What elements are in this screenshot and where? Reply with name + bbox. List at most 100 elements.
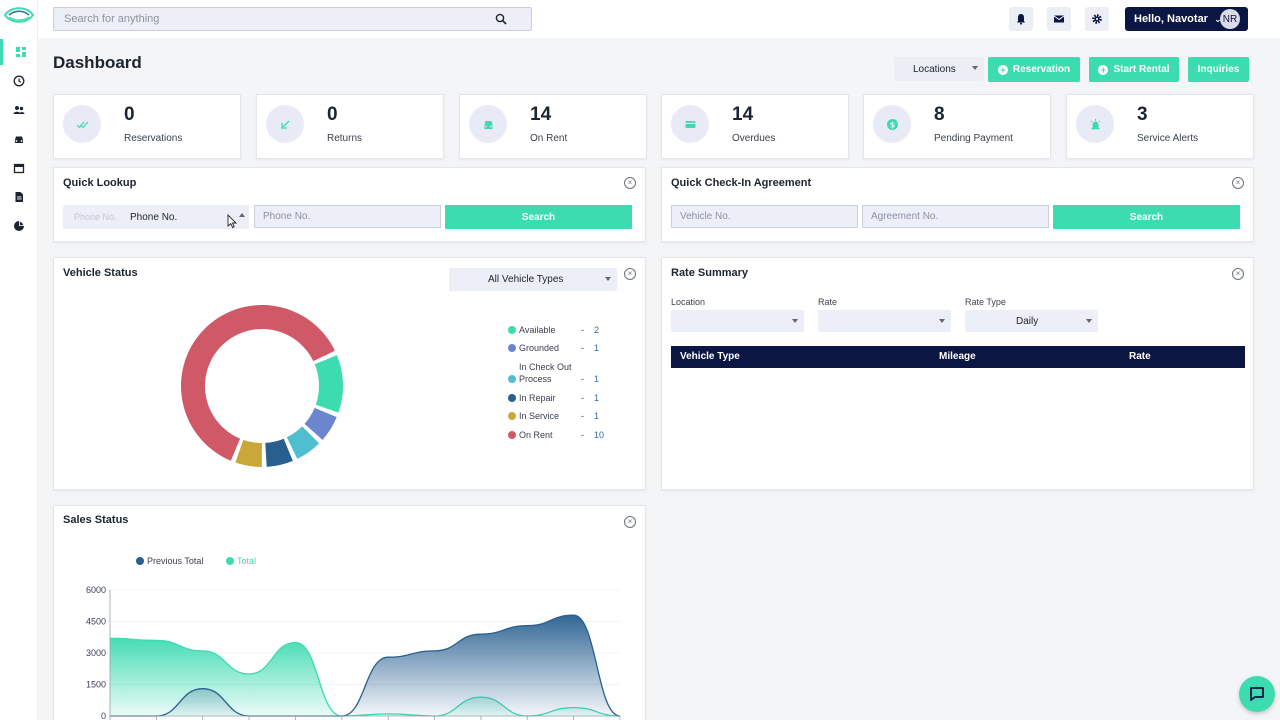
stat-card-returns[interactable]: 0 Returns: [256, 94, 444, 159]
alarm-icon: [1090, 118, 1100, 129]
settings-button[interactable]: [1085, 7, 1109, 31]
caret-up-icon: [239, 213, 245, 217]
stat-icon-circle: [1076, 105, 1114, 143]
rate-type-select[interactable]: Daily: [965, 310, 1098, 332]
caret-down-icon: [605, 277, 611, 281]
legend-dash: -: [581, 430, 584, 440]
chat-button[interactable]: [1239, 676, 1275, 712]
lookup-type-select[interactable]: Phone No. Phone No.: [63, 205, 249, 229]
series-area-total: [110, 638, 620, 716]
legend-dash: -: [581, 393, 584, 403]
quick-lookup-panel: Quick Lookup × Phone No. Phone No. Searc…: [53, 167, 646, 242]
close-icon[interactable]: ×: [624, 516, 636, 528]
search-icon[interactable]: [495, 13, 507, 25]
sidebar-item-vehicles[interactable]: [0, 126, 38, 152]
agreement-number-input[interactable]: [863, 206, 1048, 227]
donut-slice-check-out[interactable]: [286, 426, 320, 459]
stat-card-on-rent[interactable]: 14 On Rent: [459, 94, 647, 159]
lookup-type-ghost: Phone No.: [74, 212, 117, 222]
checkin-search-button[interactable]: Search: [1053, 205, 1240, 229]
sidebar-item-customers[interactable]: [0, 97, 38, 123]
stat-value: 14: [732, 104, 754, 125]
double-check-icon: [76, 121, 88, 128]
brand-logo[interactable]: [3, 4, 35, 26]
donut-slice-in-service[interactable]: [235, 439, 262, 467]
legend-dash: -: [581, 343, 584, 353]
sidebar-item-analytics[interactable]: [0, 213, 38, 239]
reservation-button[interactable]: + Reservation: [988, 57, 1080, 82]
inquiries-button[interactable]: Inquiries: [1188, 57, 1249, 82]
vehicle-number-field: [671, 205, 858, 228]
quick-checkin-panel: Quick Check-In Agreement × Search: [661, 167, 1254, 242]
stat-card-reservations[interactable]: 0 Reservations: [53, 94, 241, 159]
stat-value: 0: [327, 104, 338, 125]
start-rental-button[interactable]: + Start Rental: [1089, 57, 1179, 82]
rate-type-label: Rate Type: [965, 297, 1006, 307]
donut-slice-on-rent[interactable]: [181, 305, 335, 461]
user-menu-button[interactable]: Hello, Navotar ⌄ NR: [1125, 7, 1248, 31]
sidebar-item-calendar[interactable]: [0, 155, 38, 181]
chevron-down-icon: ⌄: [1213, 13, 1222, 24]
lookup-search-button[interactable]: Search: [445, 205, 632, 229]
legend-item-check-out: Process - 1: [508, 374, 618, 384]
sales-legend-previous: Previous Total: [136, 556, 203, 566]
locations-dropdown[interactable]: Locations: [894, 57, 984, 81]
sidebar: [0, 0, 38, 720]
legend-value: 1: [594, 374, 600, 384]
column-header: Mileage: [939, 351, 976, 362]
close-icon[interactable]: ×: [624, 268, 636, 280]
y-tick-label: 6000: [86, 585, 106, 595]
vehicle-status-donut: [181, 305, 343, 467]
sidebar-item-dashboard[interactable]: [0, 39, 38, 65]
vehicle-type-filter-value: All Vehicle Types: [488, 274, 564, 285]
lookup-value-input[interactable]: [255, 206, 440, 227]
arrow-down-left-icon: [280, 120, 289, 129]
legend-label: Previous Total: [147, 556, 204, 566]
close-icon[interactable]: ×: [1232, 268, 1244, 280]
y-tick-label: 4500: [86, 617, 106, 627]
y-tick-label: 3000: [86, 648, 106, 658]
legend-label-line1: In Check Out: [519, 362, 572, 372]
caret-down-icon: [792, 319, 798, 323]
document-icon: [15, 192, 23, 202]
donut-slice-available[interactable]: [314, 355, 343, 413]
series-area-previous-total: [110, 615, 620, 716]
stat-card-service-alerts[interactable]: 3 Service Alerts: [1066, 94, 1254, 159]
sidebar-item-history[interactable]: [0, 68, 38, 94]
legend-swatch: [508, 375, 516, 383]
y-tick-label: 0: [101, 711, 106, 720]
stat-value: 3: [1137, 104, 1148, 125]
clock-icon: [13, 75, 25, 87]
notifications-button[interactable]: [1009, 7, 1033, 31]
chat-icon: [1250, 687, 1264, 701]
rate-select[interactable]: [818, 310, 951, 332]
global-search-input[interactable]: [54, 8, 531, 30]
donut-slice-in-repair[interactable]: [265, 438, 293, 467]
stat-card-overdues[interactable]: 14 Overdues: [661, 94, 849, 159]
legend-swatch: [508, 394, 516, 402]
legend-dash: -: [581, 374, 584, 384]
vehicle-number-input[interactable]: [672, 206, 857, 227]
locations-label: Locations: [913, 63, 956, 75]
y-tick-label: 1500: [86, 680, 106, 690]
avatar[interactable]: NR: [1220, 9, 1240, 29]
donut-slice-grounded[interactable]: [304, 407, 337, 440]
close-icon[interactable]: ×: [1232, 177, 1244, 189]
vehicle-type-filter[interactable]: All Vehicle Types: [449, 268, 617, 291]
legend-label: Process: [519, 374, 552, 384]
rate-table-header: Vehicle Type Mileage Rate: [671, 346, 1245, 368]
sidebar-item-reports[interactable]: [0, 184, 38, 210]
legend-swatch: [226, 557, 234, 565]
stat-label: Returns: [327, 133, 363, 144]
panel-title: Sales Status: [63, 514, 129, 526]
legend-item-in-repair: In Repair - 1: [508, 393, 618, 403]
caret-down-icon: [972, 66, 978, 70]
top-bar: Hello, Navotar ⌄ NR: [38, 0, 1280, 38]
stat-icon-circle: [671, 105, 709, 143]
stat-card-pending-payment[interactable]: $ 8 Pending Payment: [863, 94, 1051, 159]
legend-value: 2: [594, 325, 600, 335]
location-select[interactable]: [671, 310, 804, 332]
close-icon[interactable]: ×: [624, 177, 636, 189]
messages-button[interactable]: [1047, 7, 1071, 31]
panel-title: Vehicle Status: [63, 267, 138, 279]
